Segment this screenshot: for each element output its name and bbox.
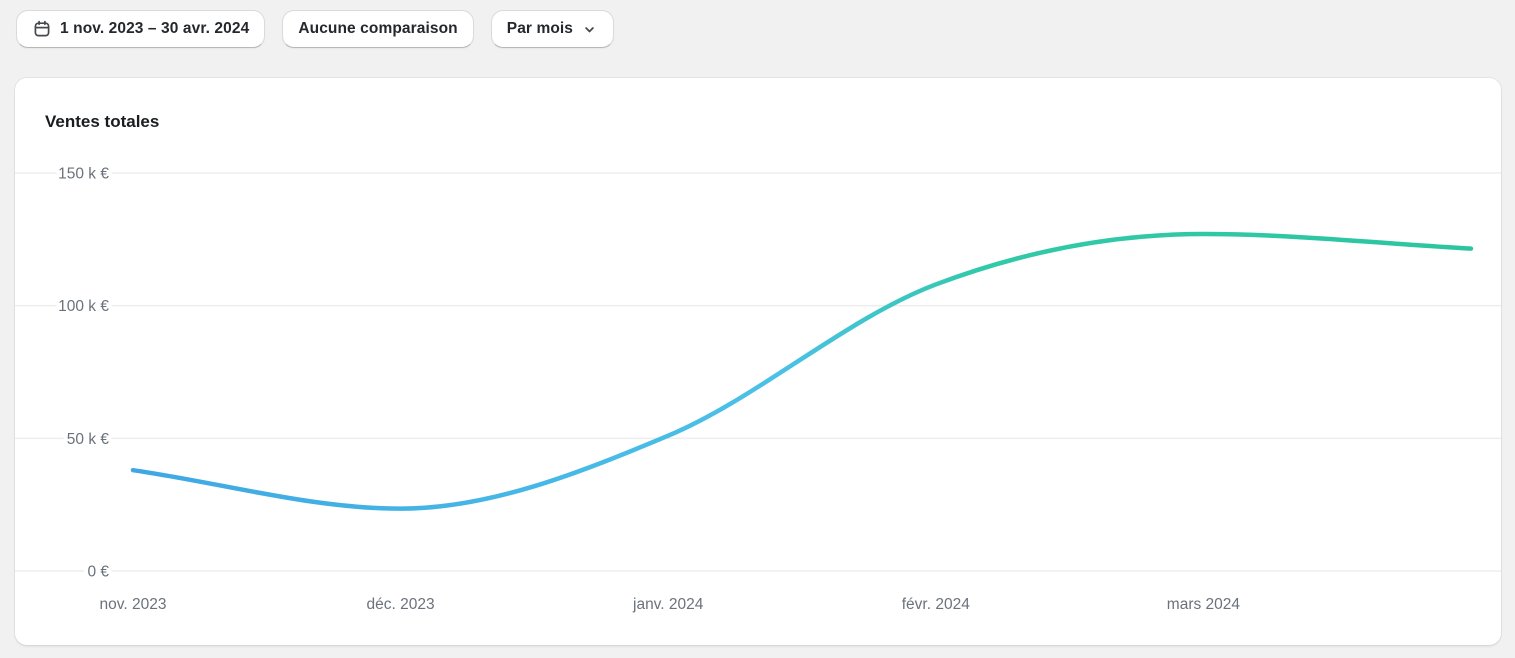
total-sales-chart[interactable]: 0 € 50 k € 100 k € 150 k € nov. 2023 déc. 202… — [15, 150, 1501, 620]
granularity-label: Par mois — [506, 20, 574, 37]
x-axis-label: févr. 2024 — [902, 596, 970, 613]
comparison-button[interactable]: Aucune comparaison — [282, 10, 474, 48]
analytics-toolbar: 1 nov. 2023 – 30 avr. 2024 Aucune compar… — [0, 0, 1515, 48]
total-sales-line — [130, 231, 1474, 511]
comparison-label: Aucune comparaison — [298, 20, 458, 37]
total-sales-card: Ventes totales 0 € 50 k € 100 k € 150 k € no… — [15, 78, 1501, 645]
y-axis-label: 100 k € — [58, 298, 109, 315]
date-range-button[interactable]: 1 nov. 2023 – 30 avr. 2024 — [16, 10, 266, 48]
calendar-icon — [32, 19, 52, 39]
x-axis-label: déc. 2023 — [367, 596, 435, 613]
x-axis-label: nov. 2023 — [100, 596, 167, 613]
chart-title: Ventes totales — [45, 112, 160, 131]
y-axis-label: 0 € — [87, 564, 109, 581]
x-axis-label: mars 2024 — [1167, 596, 1241, 613]
x-axis-label: janv. 2024 — [632, 596, 704, 613]
line-chart-canvas[interactable]: 0 € 50 k € 100 k € 150 k € nov. 2023 déc. 202… — [15, 150, 1501, 620]
y-axis-label: 150 k € — [58, 166, 109, 183]
y-axis-label: 50 k € — [67, 431, 110, 448]
date-range-label: 1 nov. 2023 – 30 avr. 2024 — [60, 20, 250, 37]
granularity-button[interactable]: Par mois — [490, 10, 615, 48]
chevron-down-icon — [581, 21, 598, 38]
